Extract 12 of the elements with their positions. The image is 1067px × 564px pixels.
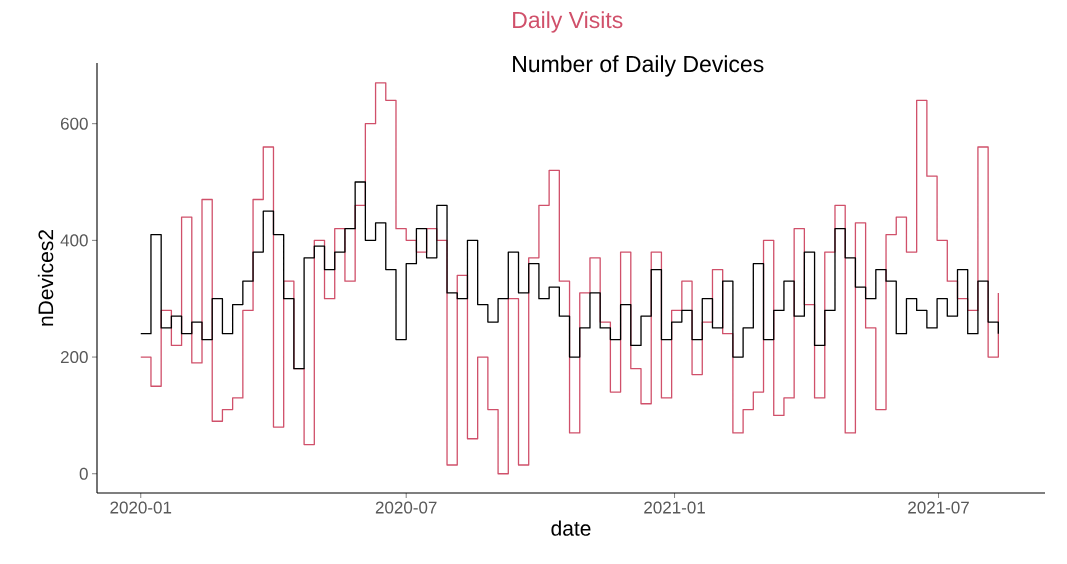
y-tick-label: 200 (60, 351, 88, 364)
y-axis-title: nDevices2 (37, 230, 54, 326)
x-tick-label: 2021-01 (644, 501, 705, 514)
x-axis-title: date (551, 520, 591, 536)
x-tick-label: 2021-07 (908, 501, 969, 514)
y-tick-label: 400 (60, 234, 88, 247)
y-tick-label: 600 (60, 117, 88, 130)
text: Number of Daily Devices (513, 55, 764, 77)
x-tick-label: 2020-01 (110, 501, 172, 514)
x-tick-label: 2020-07 (375, 501, 437, 514)
text: Daily Visits (513, 11, 623, 33)
y-tick-label: 0 (79, 467, 88, 480)
